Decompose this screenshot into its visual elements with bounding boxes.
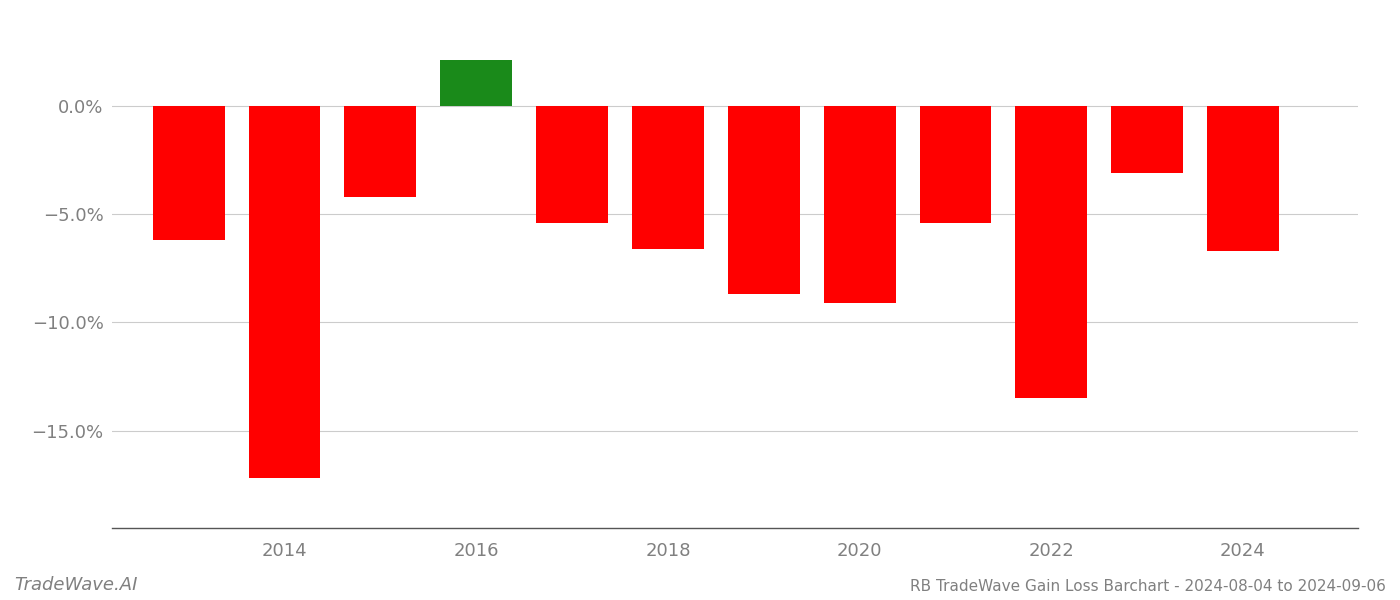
Bar (1112, 106, 1183, 173)
Bar (440, 61, 512, 106)
Bar (631, 106, 704, 248)
Bar (344, 106, 416, 197)
Bar (1015, 106, 1088, 398)
Bar (249, 106, 321, 478)
Bar (536, 106, 608, 223)
Bar (1207, 106, 1280, 251)
Bar (920, 106, 991, 223)
Bar (153, 106, 224, 240)
Bar (823, 106, 896, 303)
Text: TradeWave.AI: TradeWave.AI (14, 576, 137, 594)
Text: RB TradeWave Gain Loss Barchart - 2024-08-04 to 2024-09-06: RB TradeWave Gain Loss Barchart - 2024-0… (910, 579, 1386, 594)
Bar (728, 106, 799, 294)
